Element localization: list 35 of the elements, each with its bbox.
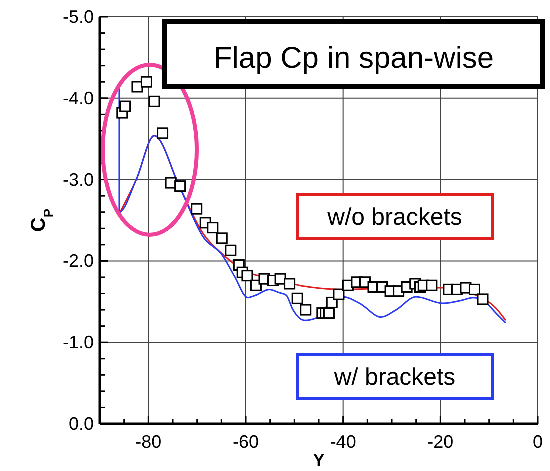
point	[426, 280, 438, 292]
point	[323, 308, 335, 320]
text: Flap Cp in span-wise	[214, 42, 494, 75]
point	[174, 180, 186, 192]
x-axis-title: Y	[313, 451, 326, 470]
point	[140, 76, 152, 88]
point	[216, 232, 228, 244]
x-tick-label: -60	[232, 432, 260, 452]
point	[225, 244, 237, 256]
point	[120, 100, 132, 112]
point	[292, 292, 304, 304]
x-tick-label: -20	[428, 432, 454, 452]
point	[333, 288, 345, 300]
y-tick-label: 0.0	[68, 414, 94, 434]
point	[132, 81, 144, 93]
point	[300, 304, 312, 316]
point	[157, 128, 169, 140]
point	[284, 278, 296, 290]
line-series	[118, 88, 507, 324]
y-tick-label: -4.0	[62, 88, 94, 108]
x-tick-label: -40	[330, 432, 356, 452]
x-tick-label: -80	[136, 432, 162, 452]
y-tick-label: -3.0	[62, 170, 94, 190]
point	[477, 294, 489, 306]
y-tick-label: -1.0	[62, 332, 94, 353]
point	[242, 270, 254, 282]
text: w/ brackets	[333, 364, 456, 391]
x-tick-label: 0	[532, 432, 544, 452]
y-tick-label: -2.0	[62, 251, 94, 272]
point	[468, 284, 480, 296]
text: w/o brackets	[326, 204, 462, 231]
point	[191, 203, 203, 215]
y-tick-label: -5.0	[62, 7, 94, 27]
point	[148, 96, 160, 108]
point	[207, 222, 219, 234]
